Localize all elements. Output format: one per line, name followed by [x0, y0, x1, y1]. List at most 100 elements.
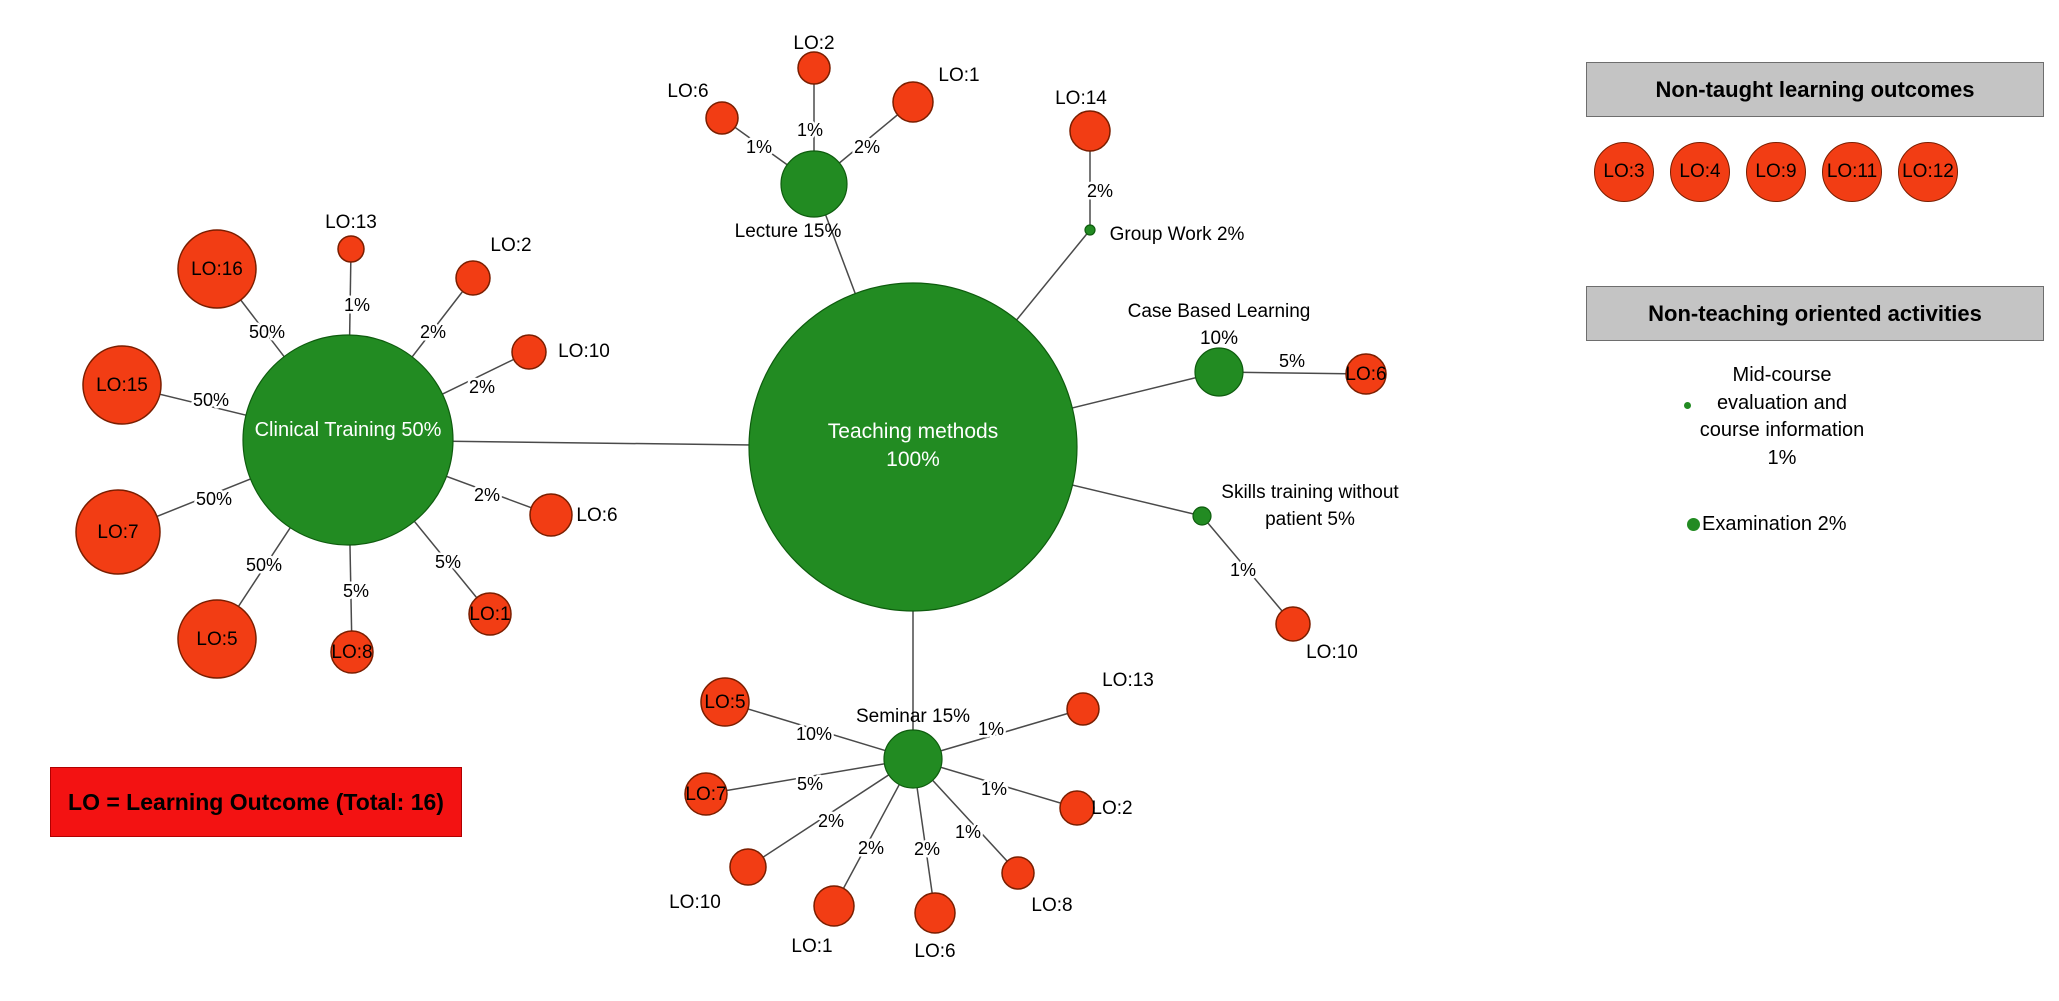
label-cl-lo8: LO:8	[331, 642, 372, 663]
node-sem-lo13	[1066, 692, 1100, 726]
edge-weight-label: 50%	[246, 555, 282, 575]
mid-course-line: 1%	[1767, 446, 1797, 469]
label-cl-lo6: LO:6	[576, 505, 617, 526]
label-cl-lo13: LO:13	[325, 212, 377, 233]
label-sem-lo7: LO:7	[685, 784, 726, 805]
label-sem-lo5: LO:5	[704, 692, 745, 713]
node-cl-lo13	[337, 235, 365, 263]
edge-weight-label: 5%	[435, 552, 461, 572]
node-teaching	[748, 282, 1078, 612]
edge-weight-label: 10%	[796, 724, 832, 744]
mid-course-activity: Mid-course evaluation and course informa…	[1668, 362, 1896, 472]
examination-label: Examination 2%	[1702, 513, 1847, 535]
node-lec-lo1	[892, 81, 934, 123]
label-case-lo6: LO:6	[1345, 364, 1386, 385]
label-groupwork: Group Work 2%	[1110, 224, 1245, 245]
label-lec-lo1: LO:1	[938, 65, 979, 86]
non-taught-lo-circle: LO:9	[1746, 142, 1806, 202]
edge-weight-label: 2%	[914, 839, 940, 859]
non-taught-lo-circle: LO:11	[1822, 142, 1882, 202]
label-skills: Skills training without patient 5%	[1221, 482, 1399, 530]
node-sem-lo10	[729, 848, 767, 886]
node-cl-lo15	[82, 345, 162, 425]
label-lecture: Lecture 15%	[735, 221, 842, 242]
label-cl-lo1: LO:1	[469, 604, 510, 625]
legend-label: LO = Learning Outcome (Total: 16)	[68, 788, 444, 815]
label-sem-lo13: LO:13	[1102, 670, 1154, 691]
edge-weight-label: 1%	[797, 120, 823, 140]
edge-weight-label: 50%	[249, 322, 285, 342]
edge-weight-label: 1%	[978, 719, 1004, 739]
label-cl-lo16: LO:16	[191, 259, 243, 280]
mid-course-line: course information	[1699, 419, 1865, 441]
node-cl-lo7	[75, 489, 161, 575]
edge-weight-label: 50%	[193, 390, 229, 410]
node-groupwork	[1084, 224, 1096, 236]
edge-weight-label: 1%	[955, 822, 981, 842]
node-sem-lo2	[1059, 790, 1095, 826]
label-cl-lo10: LO:10	[558, 341, 610, 362]
label-lec-lo2: LO:2	[793, 33, 834, 54]
edge-weight-label: 2%	[818, 811, 844, 831]
node-skills	[1192, 506, 1212, 526]
label-teaching: Teaching methods 100%	[828, 420, 998, 471]
edge-weight-label: 5%	[1279, 351, 1305, 371]
edge-weight-label: 5%	[797, 774, 823, 794]
node-lecture	[780, 150, 848, 218]
label-clinical: Clinical Training 50%	[255, 419, 442, 441]
label-cl-lo5: LO:5	[196, 629, 237, 650]
non-taught-lo-circle: LO:3	[1594, 142, 1654, 202]
node-skills-lo10	[1275, 606, 1311, 642]
node-cl-lo1	[468, 592, 512, 636]
edge-seminar-sem-lo5	[724, 701, 914, 760]
node-cl-lo6	[529, 493, 573, 537]
label-skills-lo10: LO:10	[1306, 642, 1358, 663]
node-sem-lo8	[1001, 856, 1035, 890]
label-cl-lo7: LO:7	[97, 522, 138, 543]
label-sem-lo10: LO:10	[669, 892, 721, 913]
edge-weight-label: 50%	[196, 489, 232, 509]
examination-dot-icon	[1687, 518, 1700, 531]
non-teaching-header: Non-teaching oriented activities	[1586, 286, 2044, 341]
edge-weight-label: 2%	[469, 377, 495, 397]
label-sem-lo2: LO:2	[1091, 798, 1132, 819]
mid-course-dot-icon	[1684, 402, 1691, 409]
label-seminar: Seminar 15%	[856, 706, 970, 727]
node-case-lo6	[1345, 353, 1387, 395]
node-sem-lo7	[684, 772, 728, 816]
examination-activity: Examination 2%	[1687, 513, 1847, 536]
node-lec-lo2	[797, 51, 831, 85]
edge-weight-label: 1%	[981, 779, 1007, 799]
non-teaching-title: Non-teaching oriented activities	[1648, 300, 1982, 326]
edge-weight-label: 2%	[420, 322, 446, 342]
node-clinical	[242, 334, 454, 546]
node-sem-lo6	[914, 892, 956, 934]
legend-box: LO = Learning Outcome (Total: 16)	[50, 767, 462, 837]
edge-weight-label: 1%	[1230, 560, 1256, 580]
node-seminar	[883, 729, 943, 789]
node-lec-lo6	[705, 101, 739, 135]
node-cl-lo5	[177, 599, 257, 679]
label-cl-lo15: LO:15	[96, 375, 148, 396]
node-sem-lo5	[700, 677, 750, 727]
label-lec-lo6: LO:6	[667, 81, 708, 102]
edge-weight-label: 1%	[344, 295, 370, 315]
edge-seminar-sem-lo10	[747, 758, 914, 868]
edge-seminar-sem-lo7	[705, 758, 914, 795]
edge-weight-label: 2%	[858, 838, 884, 858]
non-taught-header: Non-taught learning outcomes	[1586, 62, 2044, 117]
non-taught-outcomes-row: LO:3 LO:4 LO:9 LO:11 LO:12	[1594, 142, 1958, 202]
node-gw-lo14	[1069, 110, 1111, 152]
label-cl-lo2: LO:2	[490, 235, 531, 256]
node-cl-lo2	[455, 260, 491, 296]
non-taught-title: Non-taught learning outcomes	[1655, 76, 1975, 102]
node-cl-lo10	[511, 334, 547, 370]
label-sem-lo8: LO:8	[1031, 895, 1072, 916]
node-cl-lo16	[177, 229, 257, 309]
label-gw-lo14: LO:14	[1055, 88, 1107, 109]
edge-weight-label: 5%	[343, 581, 369, 601]
non-taught-lo-circle: LO:12	[1898, 142, 1958, 202]
mid-course-line: evaluation and	[1716, 391, 1848, 414]
